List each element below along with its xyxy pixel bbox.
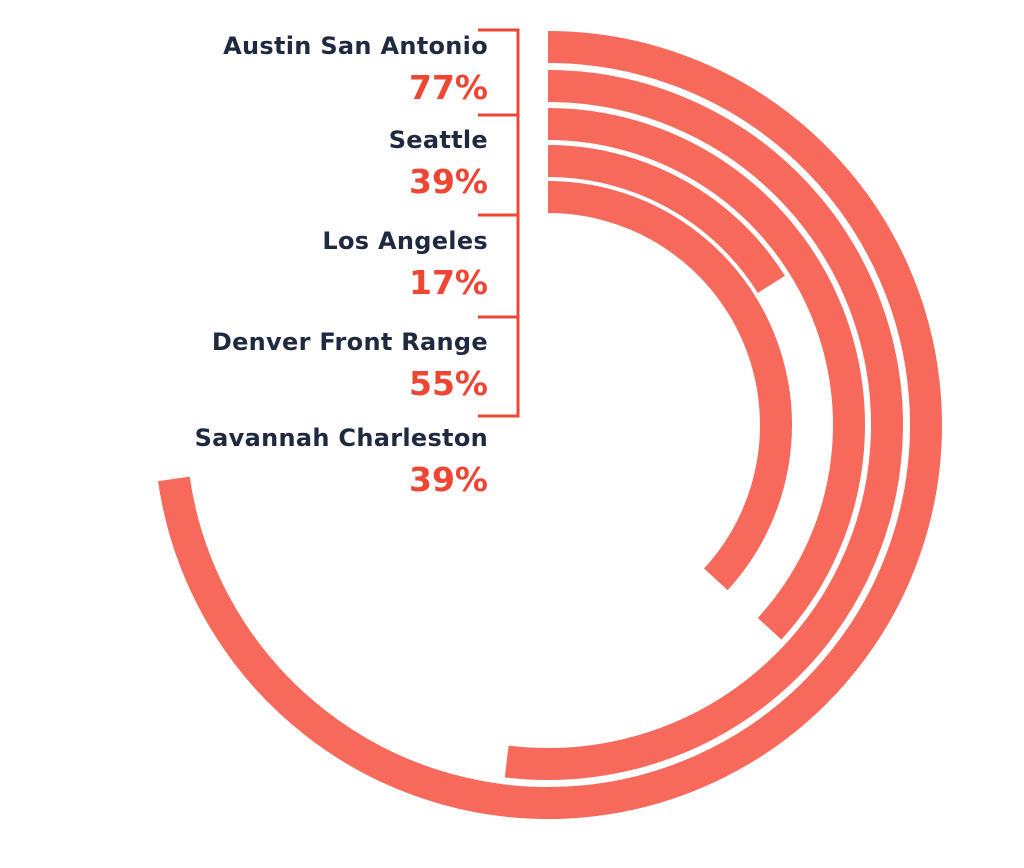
value-label: 39% <box>409 162 488 201</box>
value-label: 55% <box>409 364 488 403</box>
arc-bar-los-angeles <box>547 145 785 293</box>
arc-bar-seattle <box>547 108 865 640</box>
arc-bar-denver-front-range <box>504 70 903 780</box>
category-label: Los Angeles <box>322 227 488 255</box>
value-label: 17% <box>409 263 488 302</box>
category-label: Savannah Charleston <box>194 424 488 452</box>
category-label: Austin San Antonio <box>223 32 488 60</box>
category-label: Seattle <box>388 126 488 154</box>
value-label: 77% <box>409 68 488 107</box>
arc-bar-savannah-charleston <box>547 181 792 591</box>
value-label: 39% <box>409 460 488 499</box>
arc-bar-austin-san-antonio <box>158 31 942 819</box>
category-label: Denver Front Range <box>211 328 488 356</box>
